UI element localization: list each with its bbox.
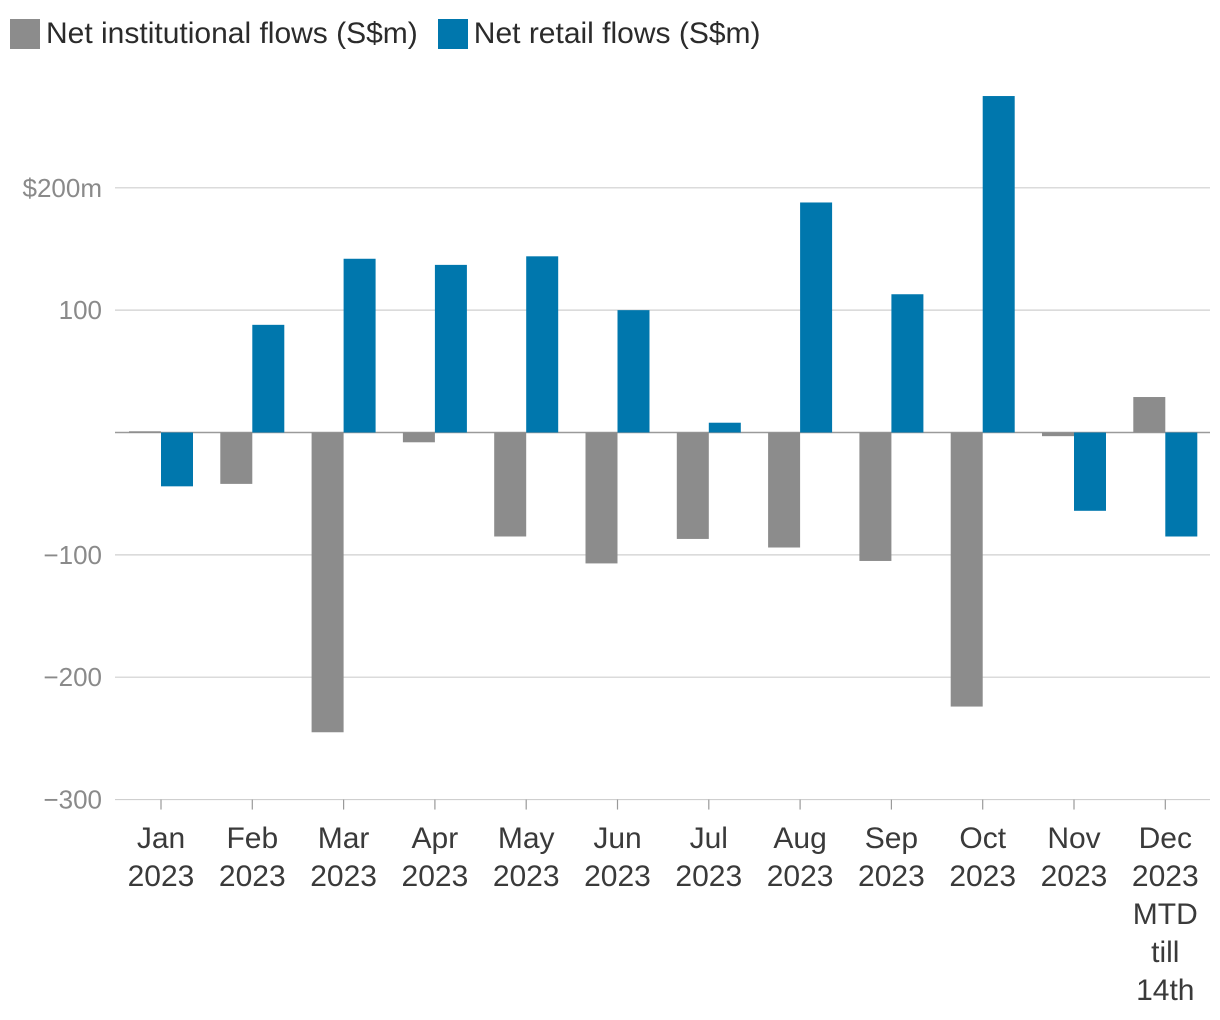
bar-retail-mar (343, 258, 376, 433)
bar-institutional-apr (402, 432, 435, 443)
y-tick-label: −300 (43, 785, 102, 815)
x-category-label: Dec 2023 MTD till 14th (1132, 822, 1199, 1007)
bar-retail-dec (1165, 432, 1198, 537)
bar-retail-jul (708, 422, 741, 433)
bar-institutional-may (494, 432, 527, 537)
y-tick-label: −200 (43, 662, 102, 692)
x-category-label: Aug 2023 (767, 822, 834, 893)
bars (129, 96, 1198, 733)
x-category-label: Jun 2023 (584, 822, 651, 893)
bar-institutional-jan (129, 431, 161, 433)
bar-retail-apr (434, 264, 467, 433)
legend-swatch-institutional (10, 19, 40, 49)
bar-retail-jan (161, 432, 193, 487)
x-category-label: Mar 2023 (310, 822, 377, 893)
x-category-label: Oct 2023 (949, 822, 1016, 893)
bar-institutional-sep (859, 432, 892, 561)
bar-retail-jun (617, 310, 650, 433)
bar-institutional-oct (950, 432, 983, 707)
x-category-label: Jul 2023 (675, 822, 742, 893)
bar-institutional-jun (585, 432, 618, 564)
bar-institutional-dec (1133, 397, 1166, 433)
x-category-label: Apr 2023 (402, 822, 469, 893)
bar-institutional-feb (220, 432, 253, 484)
bar-retail-aug (800, 202, 833, 433)
legend-item-retail: Net retail flows (S$m) (437, 17, 761, 51)
x-category-label: Nov 2023 (1041, 822, 1108, 893)
x-category-label: May 2023 (493, 822, 560, 893)
legend: Net institutional flows (S$m) Net retail… (10, 14, 761, 54)
x-category-label: Feb 2023 (219, 822, 286, 893)
x-category-label: Jan 2023 (128, 822, 195, 893)
x-axis (160, 799, 1166, 810)
bar-retail-oct (982, 96, 1015, 433)
y-tick-label: $200m (23, 173, 103, 203)
y-tick-label: 100 (59, 295, 102, 325)
legend-label-institutional: Net institutional flows (S$m) (46, 17, 418, 50)
y-axis-tick-labels: $200m 100 −100 −200 −300 (23, 173, 103, 815)
legend-label-retail: Net retail flows (S$m) (473, 17, 761, 50)
bar-institutional-aug (768, 432, 801, 548)
grid-lines (115, 187, 1210, 801)
bar-retail-sep (891, 294, 924, 433)
y-tick-label: −100 (43, 540, 102, 570)
bar-retail-may (526, 256, 559, 433)
x-category-label: Sep 2023 (858, 822, 925, 893)
bar-retail-feb (252, 324, 285, 433)
x-axis-category-labels: Jan 2023 Feb 2023 Mar 2023 Apr 2023 May 2023 Jun 20… (128, 822, 1199, 1007)
bar-institutional-jul (676, 432, 709, 539)
legend-swatch-retail (437, 19, 468, 49)
bar-institutional-nov (1042, 432, 1074, 437)
legend-item-institutional: Net institutional flows (S$m) (10, 17, 418, 51)
bar-retail-nov (1074, 432, 1106, 511)
bar-institutional-mar (311, 432, 344, 733)
